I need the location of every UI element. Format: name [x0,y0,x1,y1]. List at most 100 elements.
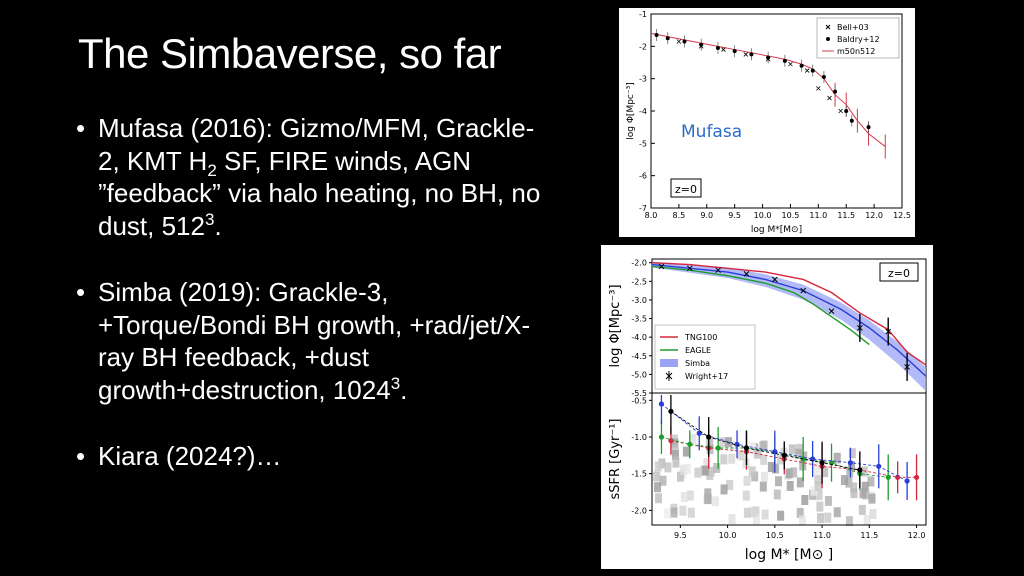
hexbin [767,462,775,473]
x-tick-label: 11.0 [813,531,831,540]
hexbin [847,461,855,472]
y-tick-label: -3.0 [631,296,647,305]
hexbin [777,510,785,521]
hexbin [679,505,687,516]
data-point-bell [827,95,832,101]
series-line-eagle [651,265,870,346]
x-tick-label: 11.5 [837,211,855,220]
hexbin [845,477,853,488]
hexbin [868,493,876,504]
hexbin [810,485,818,496]
legend-label: Baldry+12 [837,35,880,44]
y-tick-label: -2.0 [631,506,647,515]
data-point-baldry [866,125,871,130]
hexbin [786,480,794,491]
hexbin [676,471,684,482]
legend-marker [825,24,831,30]
hexbin [816,501,824,512]
legend-label: Wright+17 [685,372,728,381]
hexbin [664,508,672,519]
hexbin [655,493,663,504]
hexbin [719,437,727,448]
data-point-ssfr [857,467,863,473]
y-tick-label: -4.5 [631,352,647,361]
hexbin [670,507,678,518]
x-tick-label: 8.5 [673,211,686,220]
data-point-baldry [799,63,804,68]
annotation-z: z=0 [888,267,910,280]
hexbin [775,476,783,487]
annotation-mufasa: Mufasa [681,122,742,142]
x-axis-label: log M* [M⊙ ] [745,547,834,563]
hexbin [813,465,821,476]
bullet-list: • Mufasa (2016): Gizmo/MFM, Grackle-2, KM… [76,112,546,507]
bullet-item: • Simba (2019): Grackle-3, +Torque/Bondi … [76,276,546,406]
simba-chart: -2.0 -2.5 -3.0 -3.5 -4.0 -4.5 -5.0 -5.5-0.5 -1.0… [608,258,927,563]
data-point-ssfr [885,474,891,480]
hexbin [850,482,858,493]
simba-band [652,261,926,392]
hexbin [798,515,806,526]
hexbin [833,453,841,464]
hexbin [759,441,767,452]
hexbin [742,490,750,501]
hexbin [728,453,736,464]
y-tick-label: -4.0 [631,333,647,342]
hexbin [859,488,867,499]
simba-comparison-figure: -2.0 -2.5 -3.0 -3.5 -4.0 -4.5 -5.0 -5.5 -0.5 -1.0… [601,245,933,569]
hexbin [824,512,832,523]
lower-plot-frame [651,392,927,526]
bullet-text: 2 [207,160,217,180]
y-axis-label-lower: sSFR [Gyr⁻¹] [608,419,623,500]
hexbin [845,516,853,527]
data-point-wright [715,267,721,274]
data-point-bell [804,68,810,73]
bullet-text: Kiara (2024?)… [98,441,282,471]
y-tick-label: -0.5 [631,396,647,405]
data-point-wright [885,328,892,335]
y-tick-label: -5.5 [631,389,647,398]
legend-label: m50n512 [837,47,875,56]
bullet-text: . [400,374,408,405]
hexbin [773,489,781,500]
hexbin [743,475,751,486]
hexbin [720,484,728,495]
data-point-bell [698,44,704,49]
y-tick-label: -1.0 [631,433,647,442]
hexbin [785,468,793,479]
data-point-ssfr [847,460,854,466]
legend-label: Simba [685,359,710,368]
bullet-text: . [214,210,222,241]
bullet-item: • Mufasa (2016): Gizmo/MFM, Grackle-2, KM… [76,112,546,242]
bullet-text: Simba (2019): Grackle-3, +Torque/Bondi B… [98,277,531,405]
hexbin [814,480,822,491]
annotation-z: z=0 [675,183,697,196]
data-point-wright [828,308,835,314]
x-tick-label: 12.5 [893,211,911,220]
hexbin [761,509,769,520]
x-tick-label: 11.5 [860,531,878,540]
hexbin [795,448,803,459]
hexbin [850,488,858,499]
hexbin [813,459,821,470]
hexbin [664,462,672,473]
y-tick-label: -2 [639,42,647,51]
data-point-ssfr [876,463,882,469]
x-tick-label: 10.0 [719,531,737,540]
data-point-baldry [665,36,670,41]
hexbin [801,494,809,505]
data-point-ssfr [696,430,702,436]
hexbin [687,507,695,518]
data-point-ssfr [819,460,825,466]
data-point-ssfr [904,478,910,484]
data-point-wright [658,263,665,270]
hexbin [703,458,711,469]
data-point-ssfr [895,474,901,480]
hexbin [737,450,745,461]
y-axis-label-upper: log Φ[Mpc⁻³] [608,284,623,367]
data-point-bell [838,108,843,114]
bullet-text: 3 [204,209,215,229]
hexbin [725,437,733,448]
hexbin [752,514,760,525]
x-tick-label: 12.0 [908,531,926,540]
